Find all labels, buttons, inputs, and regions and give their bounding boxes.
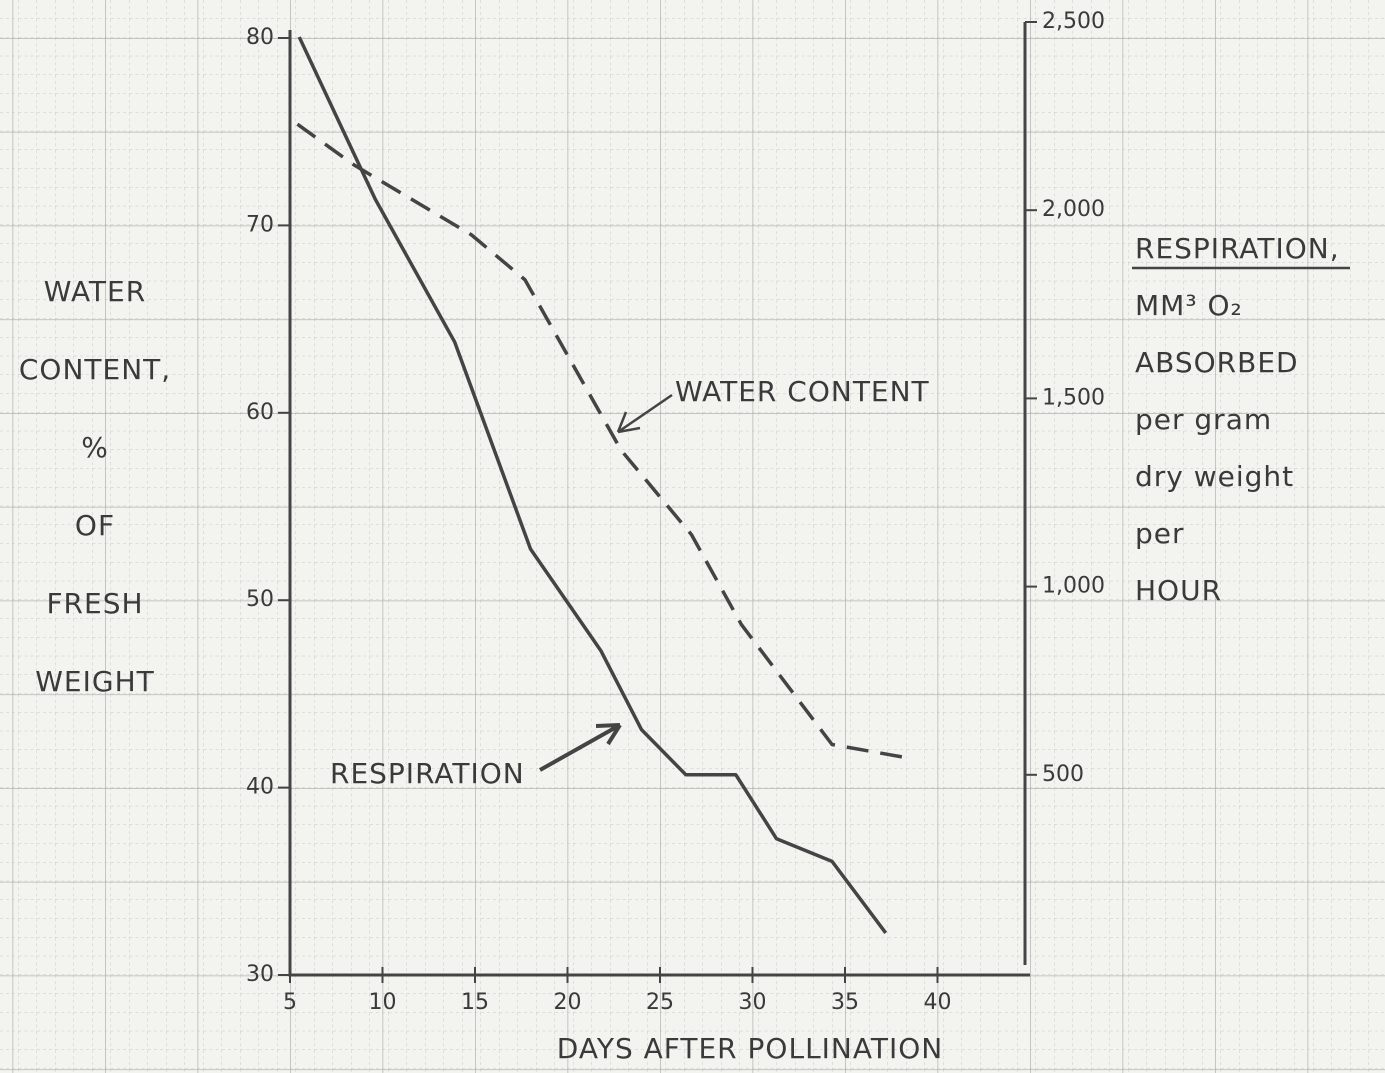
x-tick-label: 40: [924, 990, 952, 1015]
y-tick-label: 70: [246, 212, 274, 237]
y2-axis-label: dry weight: [1135, 460, 1294, 493]
y-tick-label: 80: [246, 25, 274, 50]
y2-axis-label: RESPIRATION,: [1135, 232, 1340, 265]
series-annotation: WATER CONTENT: [675, 375, 930, 408]
y2-tick-label: 1,000: [1042, 574, 1105, 599]
series-annotation: RESPIRATION: [330, 757, 525, 790]
annotation-arrow: [616, 393, 673, 434]
series-line: [297, 36, 888, 934]
y2-axis-label: HOUR: [1135, 574, 1222, 607]
y-tick-label: 30: [246, 962, 274, 987]
annotation-arrow: [539, 723, 622, 772]
y-axis-label: WEIGHT: [35, 665, 155, 698]
y-axis-label: CONTENT,: [19, 353, 171, 386]
series-line: [296, 122, 907, 760]
x-tick-label: 35: [831, 990, 859, 1015]
y-tick-label: 50: [246, 587, 274, 612]
y2-tick-label: 2,000: [1042, 197, 1105, 222]
y2-tick-label: 1,500: [1042, 385, 1105, 410]
x-tick-label: 10: [369, 990, 397, 1015]
x-tick-label: 15: [461, 990, 489, 1015]
y-axis-label: FRESH: [46, 587, 143, 620]
y-axis-label: %: [81, 431, 109, 464]
y-axis-label: OF: [75, 509, 115, 542]
y-tick-label: 40: [246, 775, 274, 800]
y-axis-label: WATER: [44, 275, 146, 308]
x-tick-label: 30: [739, 990, 767, 1015]
y2-tick-label: 2,500: [1042, 9, 1105, 34]
y2-axis-label: MM³ O₂: [1135, 289, 1243, 322]
x-tick-label: 20: [554, 990, 582, 1015]
x-tick-label: 25: [646, 990, 674, 1015]
x-tick-label: 5: [283, 990, 297, 1015]
y2-axis-label: per: [1135, 517, 1185, 550]
y-tick-label: 60: [246, 400, 274, 425]
y2-axis-label: ABSORBED: [1135, 346, 1299, 379]
y2-axis-label: per gram: [1135, 403, 1272, 436]
x-axis-label: DAYS AFTER POLLINATION: [557, 1032, 943, 1065]
y2-tick-label: 500: [1042, 762, 1084, 787]
